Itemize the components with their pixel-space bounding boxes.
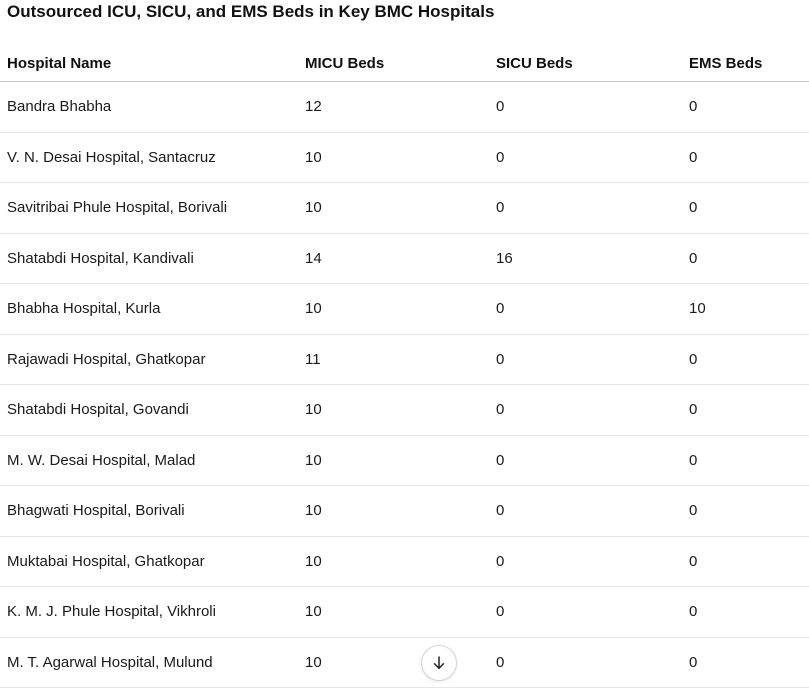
cell-sicu-beds: 0 — [496, 451, 505, 469]
cell-sicu-beds: 0 — [496, 148, 505, 166]
cell-micu-beds: 10 — [305, 502, 322, 520]
cell-sicu-beds: 0 — [496, 552, 505, 570]
cell-hospital-name: Muktabai Hospital, Ghatkopar — [7, 552, 205, 570]
cell-micu-beds: 11 — [305, 350, 321, 368]
cell-hospital-name: K. M. J. Phule Hospital, Vikhroli — [7, 603, 216, 621]
cell-ems-beds: 10 — [689, 300, 706, 318]
cell-sicu-beds: 0 — [496, 653, 505, 671]
cell-micu-beds: 12 — [305, 98, 322, 116]
table-row: Shatabdi Hospital, Kandivali 14 16 0 — [0, 234, 809, 284]
cell-sicu-beds: 0 — [496, 98, 505, 116]
table-row: V. N. Desai Hospital, Santacruz 10 0 0 — [0, 133, 809, 183]
cell-hospital-name: Shatabdi Hospital, Kandivali — [7, 249, 194, 267]
page-title: Outsourced ICU, SICU, and EMS Beds in Ke… — [7, 2, 495, 21]
cell-micu-beds: 10 — [305, 401, 322, 419]
cell-ems-beds: 0 — [689, 653, 698, 671]
cell-micu-beds: 10 — [305, 148, 322, 166]
table-row: M. T. Agarwal Hospital, Mulund 10 0 0 — [0, 638, 809, 688]
cell-hospital-name: V. N. Desai Hospital, Santacruz — [7, 148, 216, 166]
cell-sicu-beds: 0 — [496, 502, 505, 520]
column-header-hospital-name: Hospital Name — [7, 54, 112, 72]
cell-micu-beds: 10 — [305, 451, 322, 469]
table-row: Shatabdi Hospital, Govandi 10 0 0 — [0, 385, 809, 436]
cell-ems-beds: 0 — [689, 199, 698, 217]
cell-hospital-name: Bhabha Hospital, Kurla — [7, 300, 161, 318]
cell-sicu-beds: 0 — [496, 603, 505, 621]
cell-hospital-name: Rajawadi Hospital, Ghatkopar — [7, 350, 206, 368]
cell-hospital-name: Shatabdi Hospital, Govandi — [7, 401, 189, 419]
table-row: Muktabai Hospital, Ghatkopar 10 0 0 — [0, 537, 809, 587]
cell-ems-beds: 0 — [689, 249, 698, 267]
cell-hospital-name: Bhagwati Hospital, Borivali — [7, 502, 185, 520]
cell-ems-beds: 0 — [689, 401, 698, 419]
column-header-sicu-beds: SICU Beds — [496, 54, 573, 72]
table-row: Bhabha Hospital, Kurla 10 0 10 — [0, 284, 809, 335]
table-row: K. M. J. Phule Hospital, Vikhroli 10 0 0 — [0, 587, 809, 638]
cell-ems-beds: 0 — [689, 603, 698, 621]
cell-micu-beds: 10 — [305, 300, 322, 318]
cell-micu-beds: 10 — [305, 199, 322, 217]
cell-micu-beds: 14 — [305, 249, 322, 267]
cell-micu-beds: 10 — [305, 603, 322, 621]
cell-ems-beds: 0 — [689, 451, 698, 469]
scroll-down-button[interactable] — [421, 645, 457, 681]
table-row: M. W. Desai Hospital, Malad 10 0 0 — [0, 436, 809, 486]
cell-hospital-name: Savitribai Phule Hospital, Borivali — [7, 199, 228, 217]
cell-sicu-beds: 0 — [496, 350, 505, 368]
table-row: Bhagwati Hospital, Borivali 10 0 0 — [0, 486, 809, 537]
table-body: Bandra Bhabha 12 0 0 V. N. Desai Hospital, S… — [0, 82, 809, 688]
table-row: Savitribai Phule Hospital, Borivali 10 0 0 — [0, 183, 809, 234]
cell-hospital-name: M. W. Desai Hospital, Malad — [7, 451, 196, 469]
column-header-ems-beds: EMS Beds — [689, 54, 763, 72]
cell-ems-beds: 0 — [689, 350, 698, 368]
hospital-beds-table: Hospital Name MICU Beds SICU Beds EMS Be… — [0, 45, 809, 688]
cell-sicu-beds: 16 — [496, 249, 513, 267]
table-row: Rajawadi Hospital, Ghatkopar 11 0 0 — [0, 335, 809, 385]
cell-ems-beds: 0 — [689, 552, 698, 570]
table-header-row: Hospital Name MICU Beds SICU Beds EMS Be… — [0, 45, 809, 82]
cell-micu-beds: 10 — [305, 552, 322, 570]
table-row: Bandra Bhabha 12 0 0 — [0, 82, 809, 133]
cell-hospital-name: M. T. Agarwal Hospital, Mulund — [7, 653, 213, 671]
cell-sicu-beds: 0 — [496, 300, 505, 318]
arrow-down-icon — [433, 656, 445, 669]
column-header-micu-beds: MICU Beds — [305, 54, 385, 72]
cell-sicu-beds: 0 — [496, 401, 505, 419]
cell-sicu-beds: 0 — [496, 199, 505, 217]
cell-ems-beds: 0 — [689, 502, 698, 520]
cell-ems-beds: 0 — [689, 98, 698, 116]
cell-hospital-name: Bandra Bhabha — [7, 98, 112, 116]
cell-ems-beds: 0 — [689, 148, 698, 166]
cell-micu-beds: 10 — [305, 653, 322, 671]
